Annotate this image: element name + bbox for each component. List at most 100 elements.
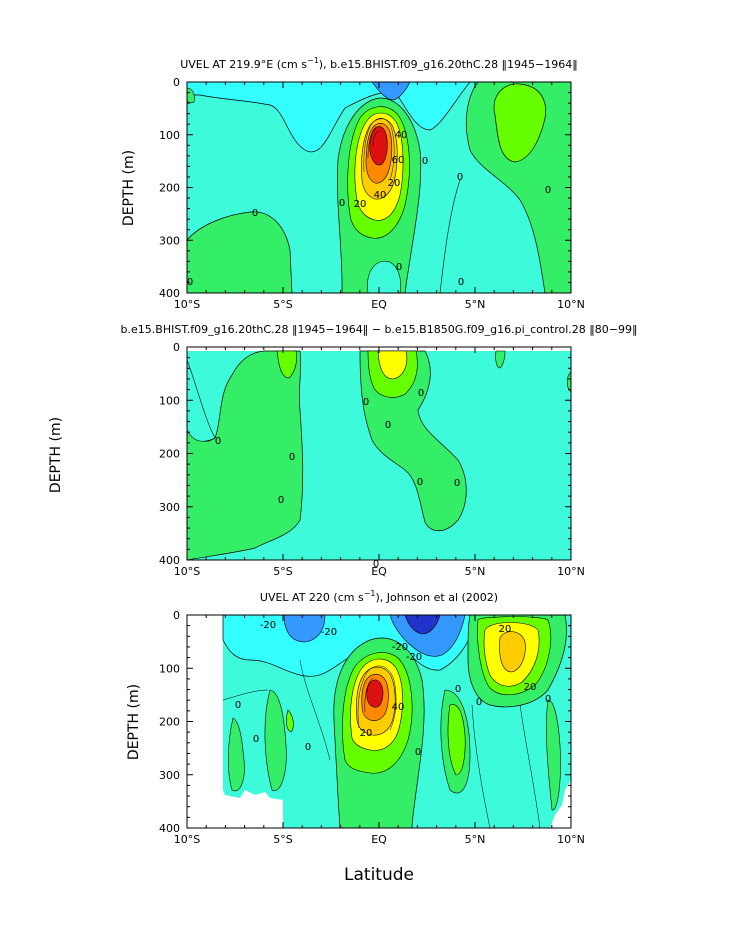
panel-1-mid-front [439, 179, 461, 293]
panel-1-surface-westward [187, 82, 471, 153]
panel-1-euc-isolines [363, 118, 395, 181]
y-tick-label: 0 [173, 341, 180, 354]
x-tick-label: 5°S [273, 833, 292, 846]
x-tick-label: EQ [371, 298, 387, 311]
panel-1-euc-core [369, 126, 388, 166]
contour-label: 0 [417, 477, 423, 488]
y-tick-label: 200 [159, 716, 180, 729]
panel-2-south-positive [187, 350, 304, 560]
contour-label: 0 [215, 436, 221, 447]
contour-label: 0 [458, 277, 464, 288]
contour-label: 40 [395, 130, 408, 141]
contour-label: 0 [373, 559, 379, 570]
y-tick-label: 200 [159, 448, 180, 461]
contour-label: 40 [392, 702, 405, 713]
y-tick-label: 400 [159, 554, 180, 567]
panel-3-blob-sw [228, 717, 245, 792]
panel-2-y-label: DEPTH (m) [48, 417, 64, 493]
y-tick-label: 200 [159, 182, 180, 195]
x-tick-label: 5°S [273, 298, 292, 311]
y-tick-label: 400 [159, 287, 180, 300]
panel-3-blob-s [264, 689, 287, 792]
contour-label: 20 [360, 728, 373, 739]
y-tick-label: 100 [159, 394, 180, 407]
y-tick-label: 400 [159, 822, 180, 835]
panel-2: b.e15.BHIST.f09_g16.20thC.28 ‖1945−1964‖… [48, 323, 637, 578]
panel-3-euc-isolines [357, 665, 397, 731]
x-tick-label: 5°N [465, 833, 486, 846]
contour-label: 20 [354, 199, 367, 210]
x-tick-label: 10°N [557, 833, 585, 846]
panel-3: UVEL AT 220 (cm s−1), Johnson et al (200… [126, 589, 585, 846]
panel-3-misc-isolines [222, 659, 541, 828]
panel-1-y-label: DEPTH (m) [121, 150, 137, 226]
contour-label: 20 [499, 624, 512, 635]
contour-label: 20 [388, 178, 401, 189]
contour-label: 0 [418, 388, 424, 399]
x-tick-label: 10°S [174, 833, 200, 846]
panel-1-bottom-notch [367, 261, 401, 293]
panel-3-blob-s-core [286, 709, 294, 733]
contour-label: 0 [339, 198, 345, 209]
contour-label: 0 [415, 747, 421, 758]
contour-label: -20 [406, 652, 422, 663]
contour-label: 0 [455, 684, 461, 695]
panel-2-west-pocket [187, 359, 216, 442]
panel-2-sw-bright [276, 350, 297, 379]
panel-1: UVEL AT 219.9°E (cm s−1), b.e15.BHIST.f0… [121, 56, 585, 311]
panel-1-blue-patch [371, 82, 411, 101]
panel-1-nh-core [493, 83, 546, 163]
contour-label: 0 [457, 172, 463, 183]
contour-label: 0 [396, 262, 402, 273]
contour-label: 0 [278, 495, 284, 506]
contour-label: 0 [422, 156, 428, 167]
x-tick-label: 10°N [557, 565, 585, 578]
panel-2-contour-labels: 0 0 0 0 0 0 0 0 0 [215, 388, 460, 570]
contour-label: 0 [545, 694, 551, 705]
panel-1-field [187, 82, 571, 293]
panel-3-field [187, 615, 571, 828]
contour-label: 0 [252, 208, 258, 219]
contour-label: 0 [363, 397, 369, 408]
y-tick-label: 0 [173, 76, 180, 89]
panel-3-title: UVEL AT 220 (cm s−1), Johnson et al (200… [260, 589, 498, 604]
panel-2-title: b.e15.BHIST.f09_g16.20thC.28 ‖1945−1964‖… [121, 323, 638, 336]
panel-3-blob-ne [546, 699, 561, 811]
y-tick-label: 300 [159, 769, 180, 782]
x-tick-label: EQ [371, 565, 387, 578]
contour-label: 0 [235, 700, 241, 711]
y-tick-label: 0 [173, 609, 180, 622]
panel-2-field [187, 347, 571, 560]
y-tick-label: 100 [159, 662, 180, 675]
y-tick-label: 300 [159, 234, 180, 247]
contour-label: 0 [454, 478, 460, 489]
x-tick-label: 5°N [465, 298, 486, 311]
contour-label: 20 [524, 682, 537, 693]
panel-2-core-yellow [377, 350, 408, 380]
panel-3-y-label: DEPTH (m) [126, 684, 142, 760]
panel-3-nh-gold [499, 631, 526, 673]
x-tick-label: 5°N [465, 565, 486, 578]
contour-label: 0 [476, 697, 482, 708]
x-axis-title: Latitude [344, 865, 414, 885]
panel-3-blue-band [389, 615, 466, 657]
panel-2-axes: 10°S 5°S EQ 5°N 10°N 0 100 200 300 400 [159, 341, 585, 578]
panel-3-west-blue [283, 615, 326, 643]
panel-3-contour-labels: -20 -20 -20 -20 0 0 0 0 0 0 0 20 20 20 4… [235, 620, 551, 758]
contour-label: 40 [374, 190, 387, 201]
contour-label: 0 [305, 742, 311, 753]
panel-3-deep-blue [404, 615, 441, 635]
contour-label: 0 [385, 420, 391, 431]
contour-label: -20 [321, 627, 337, 638]
contour-label: 60 [392, 155, 405, 166]
y-tick-label: 100 [159, 129, 180, 142]
panel-3-euc-core [366, 679, 384, 708]
x-tick-label: 10°S [174, 298, 200, 311]
panel-2-ne-blob [495, 350, 506, 369]
x-tick-label: 5°S [273, 565, 292, 578]
panel-3-blob-offeq-core [447, 704, 466, 776]
contour-label: 0 [253, 734, 259, 745]
